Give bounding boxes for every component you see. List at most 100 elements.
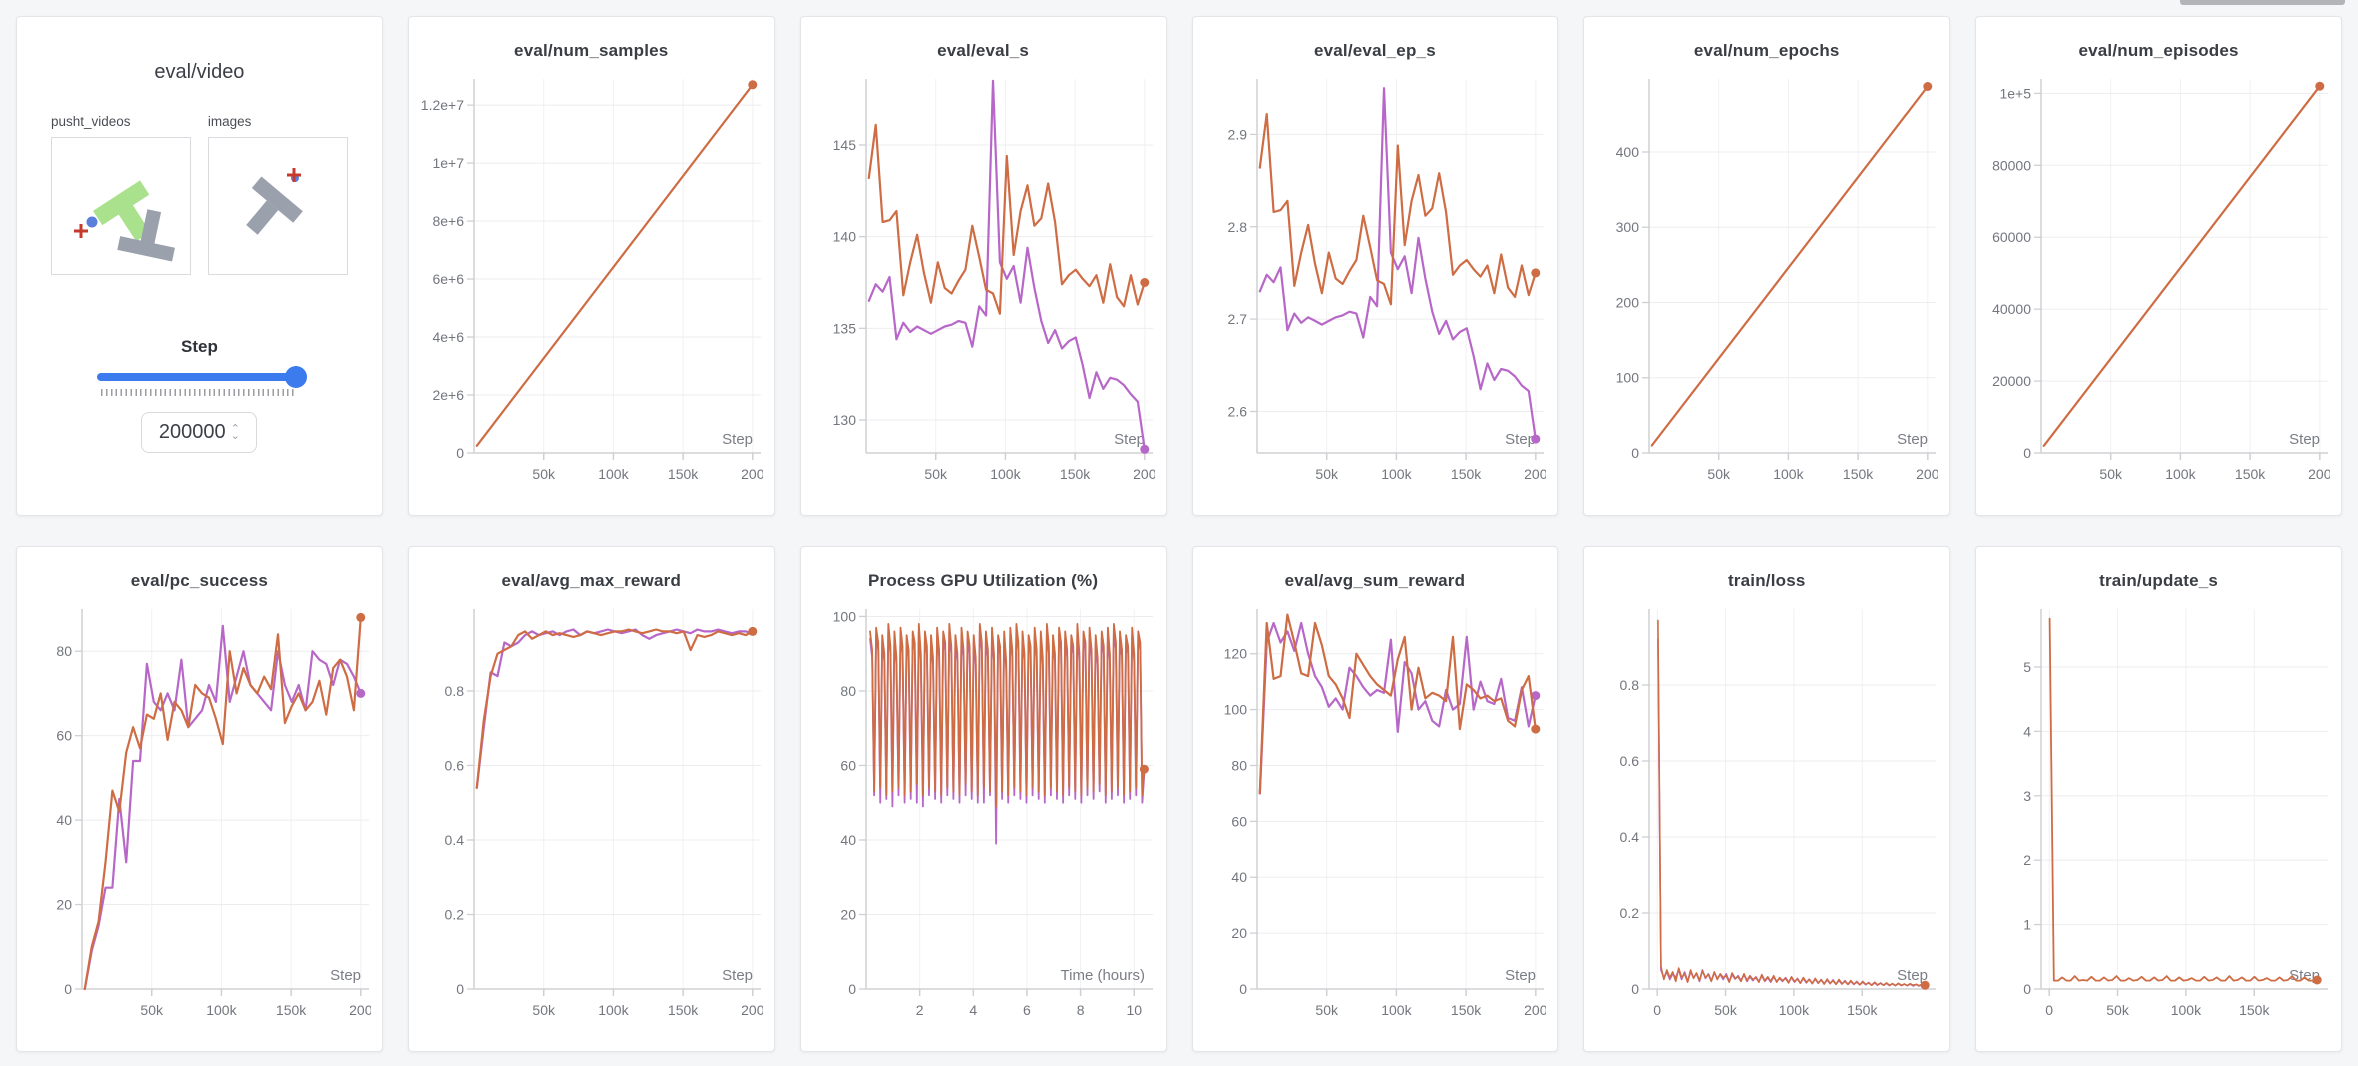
media-label-images: images [207, 114, 252, 129]
stepper-up-icon[interactable]: ⌃ [230, 422, 240, 435]
svg-text:100k: 100k [2171, 1002, 2202, 1018]
svg-text:8e+6: 8e+6 [432, 213, 464, 229]
line-chart-eval-num-samples[interactable]: 0 2e+6 4e+6 6e+6 8e+6 1e+7 1.2e+7 50k 100k 150k 20… [420, 71, 763, 499]
panel-eval-num-samples[interactable]: eval/num_samples 0 2e+6 4e+6 6e+6 8e+6 1e+7 1.… [407, 16, 775, 516]
svg-text:0.6: 0.6 [444, 757, 464, 773]
stepper-arrows[interactable]: ⌃ ⌄ [230, 422, 240, 442]
svg-text:0.4: 0.4 [1620, 829, 1640, 845]
svg-text:0.8: 0.8 [1620, 677, 1640, 693]
svg-text:200: 200 [1616, 294, 1640, 310]
line-chart-gpu-utilization[interactable]: 0 20 40 60 80 100 2 4 6 8 10 Time (hours) [812, 601, 1155, 1035]
svg-text:4: 4 [2023, 723, 2031, 739]
line-chart-eval-pc-success[interactable]: 0 20 40 60 80 50k 100k 150k 200 Step [28, 601, 371, 1035]
pusht-video-thumbnail[interactable] [51, 137, 191, 275]
step-slider-track[interactable] [97, 373, 302, 381]
svg-text:50k: 50k [2099, 466, 2123, 482]
svg-text:150k: 150k [668, 1002, 699, 1018]
panel-eval-video[interactable]: eval/video pusht_videos images [16, 16, 383, 516]
svg-text:2: 2 [915, 1002, 923, 1018]
panel-eval-num-episodes[interactable]: eval/num_episodes 0 20000 40000 60000 80000 1… [1975, 16, 2342, 516]
svg-text:100: 100 [1616, 370, 1640, 386]
line-chart-eval-num-episodes[interactable]: 0 20000 40000 60000 80000 1e+5 50k 100k 150k 200 S… [1987, 71, 2330, 499]
svg-text:0: 0 [1240, 981, 1248, 997]
svg-text:200: 200 [741, 466, 763, 482]
line-chart-eval-avg-sum-reward[interactable]: 0 20 40 60 80 100 120 50k 100k 150k 200 Step [1203, 601, 1546, 1035]
panel-eval-num-epochs[interactable]: eval/num_epochs 0 100 200 300 400 50k 100k 150k… [1583, 16, 1951, 516]
svg-text:2.8: 2.8 [1228, 219, 1248, 235]
panel-title: eval/eval_ep_s [1313, 41, 1436, 60]
panel-title: train/update_s [2099, 571, 2219, 590]
svg-text:5: 5 [2023, 659, 2031, 675]
media-label-pusht-videos: pusht_videos [51, 114, 131, 129]
svg-text:Step: Step [1506, 967, 1537, 984]
svg-text:60000: 60000 [1992, 229, 2031, 245]
panel-train-update-s[interactable]: train/update_s 0 1 2 3 4 5 0 50k 100k 150k Step [1975, 546, 2342, 1052]
svg-text:40: 40 [56, 812, 72, 828]
svg-text:6: 6 [1023, 1002, 1031, 1018]
line-chart-eval-eval-s[interactable]: 130 135 140 145 50k 100k 150k 200 Step [812, 71, 1155, 499]
svg-text:3: 3 [2023, 788, 2031, 804]
svg-text:50k: 50k [532, 1002, 556, 1018]
step-number-input[interactable]: 200000 ⌃ ⌄ [141, 412, 258, 453]
panel-title: eval/num_episodes [2078, 41, 2239, 60]
line-chart-eval-num-epochs[interactable]: 0 100 200 300 400 50k 100k 150k 200 Step [1595, 71, 1938, 499]
panel-eval-eval-s[interactable]: eval/eval_s 130 135 140 145 50k 100k 150k 200 St… [799, 16, 1167, 516]
svg-text:100k: 100k [1382, 1002, 1413, 1018]
svg-text:Step: Step [330, 967, 361, 984]
svg-text:2.9: 2.9 [1228, 126, 1248, 142]
horizontal-scrollbar-thumb[interactable] [2180, 0, 2345, 5]
svg-text:100k: 100k [1779, 1002, 1810, 1018]
panel-title: train/loss [1727, 571, 1806, 590]
svg-text:200: 200 [2308, 466, 2330, 482]
panel-title: eval/pc_success [130, 571, 269, 590]
svg-text:100k: 100k [206, 1002, 237, 1018]
svg-text:120: 120 [1224, 646, 1248, 662]
media-row [17, 137, 382, 275]
svg-text:60: 60 [840, 757, 856, 773]
svg-text:0.8: 0.8 [444, 683, 464, 699]
svg-text:0: 0 [2023, 445, 2031, 461]
svg-text:140: 140 [832, 229, 856, 245]
panel-eval-avg-max-reward[interactable]: eval/avg_max_reward 0 0.2 0.4 0.6 0.8 50k 100k… [407, 546, 775, 1052]
panel-title: eval/num_epochs [1693, 41, 1840, 60]
images-thumbnail[interactable] [208, 137, 348, 275]
line-chart-train-loss[interactable]: 0 0.2 0.4 0.6 0.8 0 50k 100k 150k Step [1595, 601, 1938, 1035]
images-scene-image [246, 168, 303, 235]
line-chart-eval-avg-max-reward[interactable]: 0 0.2 0.4 0.6 0.8 50k 100k 150k 200 Step [420, 601, 763, 1035]
step-value[interactable]: 200000 [158, 421, 226, 443]
svg-text:0: 0 [2023, 981, 2031, 997]
panel-eval-eval-ep-s[interactable]: eval/eval_ep_s 2.6 2.7 2.8 2.9 50k 100k 150k 20… [1191, 16, 1559, 516]
step-slider-label: Step [180, 337, 218, 356]
svg-text:0: 0 [848, 981, 856, 997]
svg-text:100: 100 [1224, 702, 1248, 718]
svg-text:50k: 50k [1708, 466, 1732, 482]
svg-text:100: 100 [832, 608, 856, 624]
panel-eval-avg-sum-reward[interactable]: eval/avg_sum_reward 0 20 40 60 80 100 120 50k 10… [1191, 546, 1559, 1052]
svg-text:6e+6: 6e+6 [432, 271, 464, 287]
svg-text:0.2: 0.2 [444, 906, 464, 922]
stepper-down-icon[interactable]: ⌄ [230, 429, 240, 442]
panel-process-gpu-utilization[interactable]: Process GPU Utilization (%) 0 20 40 60 80 100… [799, 546, 1167, 1052]
svg-text:0: 0 [64, 981, 72, 997]
svg-text:Step: Step [1897, 967, 1928, 984]
svg-text:Step: Step [1897, 431, 1928, 448]
svg-text:1e+5: 1e+5 [2000, 85, 2032, 101]
svg-text:200: 200 [741, 1002, 763, 1018]
step-slider[interactable] [97, 366, 308, 388]
svg-text:150k: 150k [668, 466, 699, 482]
svg-text:60: 60 [56, 728, 72, 744]
svg-text:40: 40 [840, 832, 856, 848]
panel-eval-pc-success[interactable]: eval/pc_success 0 20 40 60 80 50k 100k 150k 200 S… [16, 546, 383, 1052]
step-slider-knob[interactable] [285, 366, 308, 388]
svg-text:200: 200 [349, 1002, 371, 1018]
panel-train-loss[interactable]: train/loss 0 0.2 0.4 0.6 0.8 0 50k 100k 150k Step [1583, 546, 1951, 1052]
step-slider-ticks [101, 389, 298, 396]
svg-text:Step: Step [2289, 431, 2320, 448]
svg-text:0.6: 0.6 [1620, 753, 1640, 769]
line-chart-eval-eval-ep-s[interactable]: 2.6 2.7 2.8 2.9 50k 100k 150k 200 Step [1203, 71, 1546, 499]
svg-text:1.2e+7: 1.2e+7 [421, 97, 464, 113]
svg-text:200: 200 [1525, 466, 1547, 482]
svg-text:135: 135 [832, 320, 856, 336]
